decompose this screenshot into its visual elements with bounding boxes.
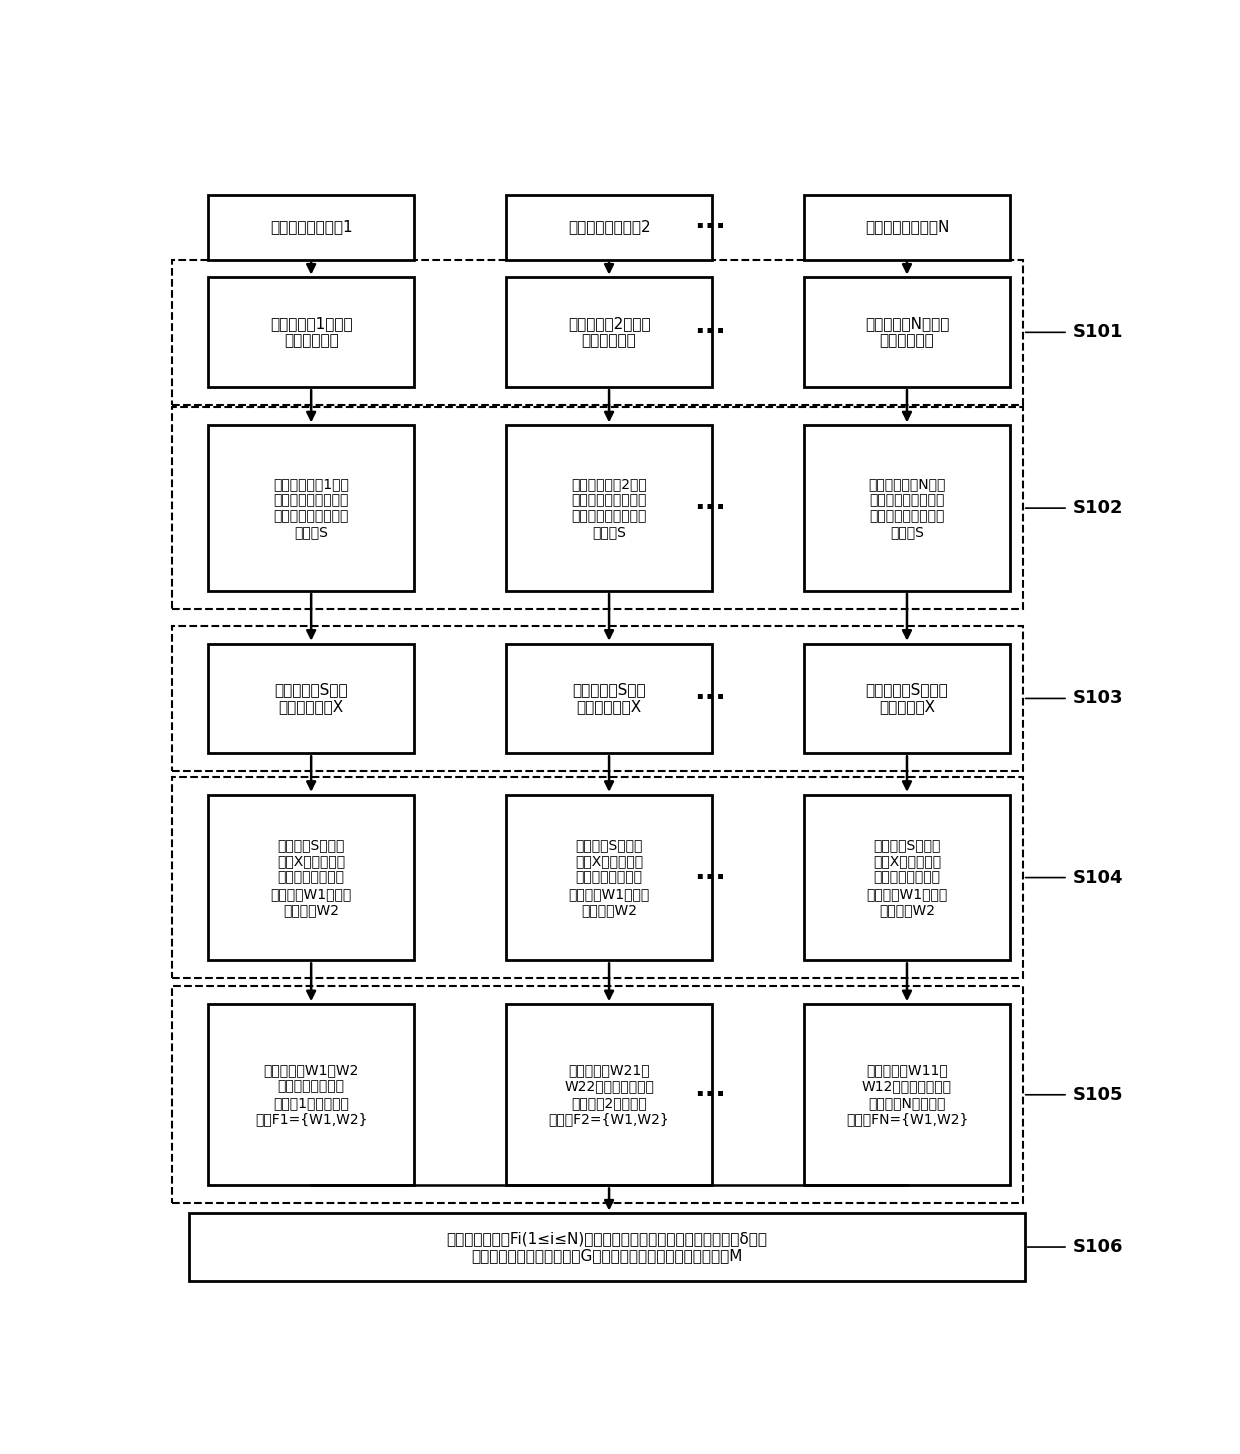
Bar [804, 425, 1011, 590]
Bar [506, 644, 712, 753]
Bar [804, 795, 1011, 961]
Bar [172, 986, 1023, 1204]
Bar [208, 795, 414, 961]
Bar [188, 1214, 1024, 1281]
Bar [506, 1005, 712, 1185]
Bar [506, 425, 712, 590]
Text: 将特征矩阵W1和W2
进行组合，得到合
格产品1的质量特征
数据F1={W1,W2}: 将特征矩阵W1和W2 进行组合，得到合 格产品1的质量特征 数据F1={W1,W… [255, 1063, 367, 1125]
Text: 将特征矩阵W11和
W12进行组合，得到
合格产品N的质量特
征数据FN={W1,W2}: 将特征矩阵W11和 W12进行组合，得到 合格产品N的质量特 征数据FN={W1… [846, 1063, 968, 1125]
Text: ···: ··· [694, 494, 727, 522]
Text: ···: ··· [694, 1080, 727, 1109]
Text: 对合格产品2施加激
励，使其振动: 对合格产品2施加激 励，使其振动 [568, 316, 651, 349]
Bar [172, 260, 1023, 406]
Text: 对声信号S和频谱
信号X分别进行信
号分解，得到时域
特征矩阵W1和频域
特征矩阵W2: 对声信号S和频谱 信号X分别进行信 号分解，得到时域 特征矩阵W1和频域 特征矩… [270, 838, 352, 917]
Text: 对合格产品1施加激
励，使其振动: 对合格产品1施加激 励，使其振动 [270, 316, 352, 349]
Text: 合格金属罐装产品1: 合格金属罐装产品1 [270, 220, 352, 234]
Text: 合格金属罐装产品2: 合格金属罐装产品2 [568, 220, 651, 234]
Text: 处理声信号S，得
到其频谱信号X: 处理声信号S，得 到其频谱信号X [572, 682, 646, 715]
Bar [506, 278, 712, 387]
Bar [172, 776, 1023, 979]
Bar [208, 195, 414, 260]
Text: 收集合格产品N振动
产生的声音信号，并
进行采样得到数字化
声信号S: 收集合格产品N振动 产生的声音信号，并 进行采样得到数字化 声信号S [868, 477, 946, 539]
Text: 对合格产品N施加激
励，使其振动: 对合格产品N施加激 励，使其振动 [864, 316, 949, 349]
Text: S102: S102 [1073, 499, 1123, 518]
Bar [208, 644, 414, 753]
Text: ···: ··· [694, 318, 727, 346]
Text: S106: S106 [1073, 1237, 1123, 1256]
Bar [804, 644, 1011, 753]
Text: ···: ··· [694, 685, 727, 712]
Bar [208, 278, 414, 387]
Bar [208, 1005, 414, 1185]
Bar [208, 425, 414, 590]
Text: 收集合格产品1振动
产生的声音信号，并
进行采样得到数字化
声信号S: 收集合格产品1振动 产生的声音信号，并 进行采样得到数字化 声信号S [273, 477, 350, 539]
Text: 处理声信号S，得
到其频谱信号X: 处理声信号S，得 到其频谱信号X [274, 682, 348, 715]
Bar [172, 625, 1023, 771]
Bar [804, 278, 1011, 387]
Text: ···: ··· [694, 214, 727, 241]
Text: 以质量特征数据Fi(1≤i≤N)分别作为输入，以合格产品质量标准值δ作为
输出，对产品质量计算网络G进行训练，得到产品质量计算模型M: 以质量特征数据Fi(1≤i≤N)分别作为输入，以合格产品质量标准值δ作为 输出，… [446, 1232, 768, 1264]
Bar [804, 1005, 1011, 1185]
Text: 处理声信号S，得到
其频谱信号X: 处理声信号S，得到 其频谱信号X [866, 682, 949, 715]
Text: 合格金属罐装产品N: 合格金属罐装产品N [864, 220, 949, 234]
Bar [172, 407, 1023, 609]
Bar [804, 195, 1011, 260]
Text: 将特征矩阵W21和
W22进行组合，得到
合格产品2的质量特
征数据F2={W1,W2}: 将特征矩阵W21和 W22进行组合，得到 合格产品2的质量特 征数据F2={W1… [548, 1063, 670, 1125]
Text: 对声信号S和频谱
信号X分别进行信
号分解，得到时域
特征矩阵W1和频域
特征矩阵W2: 对声信号S和频谱 信号X分别进行信 号分解，得到时域 特征矩阵W1和频域 特征矩… [568, 838, 650, 917]
Text: 对声信号S和频谱
信号X分别进行信
号分解，得到时域
特征矩阵W1和频域
特征矩阵W2: 对声信号S和频谱 信号X分别进行信 号分解，得到时域 特征矩阵W1和频域 特征矩… [867, 838, 947, 917]
Bar [506, 795, 712, 961]
Text: S104: S104 [1073, 868, 1123, 887]
Text: 收集合格产品2振动
产生的声音信号，并
进行采样得到数字化
声信号S: 收集合格产品2振动 产生的声音信号，并 进行采样得到数字化 声信号S [572, 477, 647, 539]
Text: S101: S101 [1073, 323, 1123, 342]
Text: S105: S105 [1073, 1086, 1123, 1104]
Text: S103: S103 [1073, 689, 1123, 708]
Text: ···: ··· [694, 864, 727, 891]
Bar [506, 195, 712, 260]
